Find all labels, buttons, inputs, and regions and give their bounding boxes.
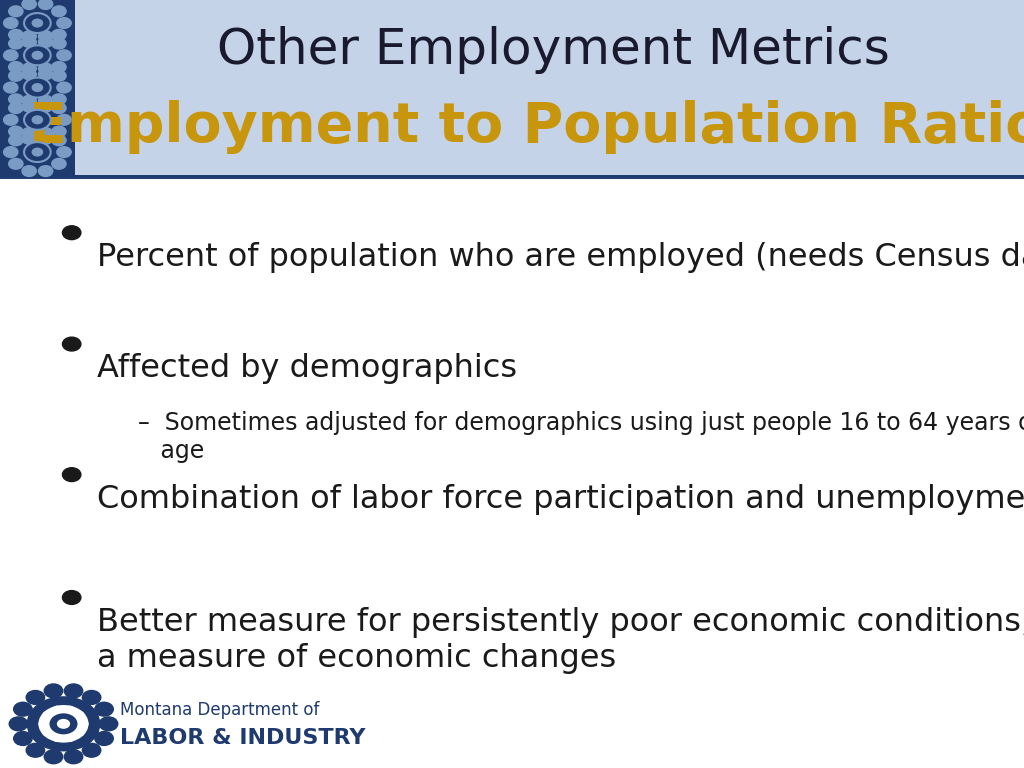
Text: –  Sometimes adjusted for demographics using just people 16 to 64 years of
   ag: – Sometimes adjusted for demographics us… [138, 411, 1024, 462]
Text: Employment to Population Ratios: Employment to Population Ratios [30, 100, 1024, 154]
Text: Better measure for persistently poor economic conditions, but not
a measure of e: Better measure for persistently poor eco… [97, 607, 1024, 674]
Text: Other Employment Metrics: Other Employment Metrics [216, 26, 890, 74]
Text: Combination of labor force participation and unemployment rates: Combination of labor force participation… [97, 484, 1024, 515]
Text: Affected by demographics: Affected by demographics [97, 353, 517, 384]
Text: LABOR & INDUSTRY: LABOR & INDUSTRY [120, 727, 366, 748]
Text: Percent of population who are employed (needs Census data): Percent of population who are employed (… [97, 242, 1024, 273]
Text: Montana Department of: Montana Department of [120, 701, 319, 719]
